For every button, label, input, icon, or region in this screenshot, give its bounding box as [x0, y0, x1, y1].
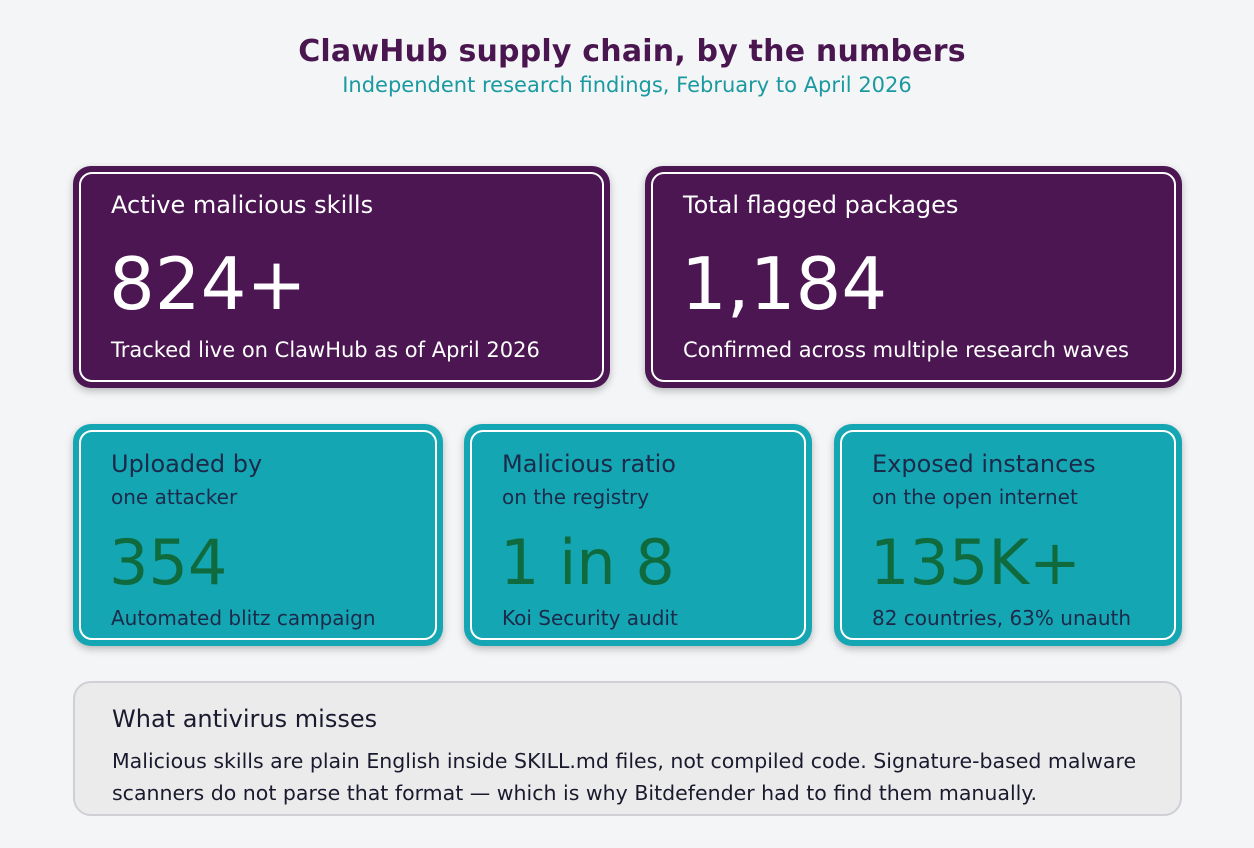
- stat-label: Uploaded by: [111, 450, 263, 478]
- stat-value: 135K+: [870, 526, 1081, 599]
- stat-note: Confirmed across multiple research waves: [683, 338, 1129, 362]
- stat-label: Total flagged packages: [683, 191, 959, 219]
- stat-card-malicious-skills: Active malicious skills 824+ Tracked liv…: [73, 166, 610, 388]
- stat-value: 1 in 8: [500, 526, 675, 599]
- stat-value: 1,184: [681, 242, 888, 326]
- stat-note: 82 countries, 63% unauth: [872, 606, 1132, 630]
- stat-sublabel: one attacker: [111, 485, 238, 509]
- page-title: ClawHub supply chain, by the numbers: [298, 34, 966, 69]
- stat-card-uploaded-by: Uploaded by one attacker 354 Automated b…: [73, 424, 443, 646]
- callout-body: Malicious skills are plain English insid…: [112, 749, 1137, 805]
- stat-note: Koi Security audit: [502, 606, 678, 630]
- stat-card-malicious-ratio: Malicious ratio on the registry 1 in 8 K…: [464, 424, 812, 646]
- stat-label: Exposed instances: [872, 450, 1096, 478]
- page-subtitle: Independent research findings, February …: [342, 73, 912, 97]
- stat-sublabel: on the open internet: [872, 485, 1078, 509]
- stat-label: Active malicious skills: [111, 191, 374, 219]
- stat-note: Automated blitz campaign: [111, 606, 376, 630]
- stat-card-flagged-packages: Total flagged packages 1,184 Confirmed a…: [645, 166, 1182, 388]
- stat-card-exposed-instances: Exposed instances on the open internet 1…: [834, 424, 1182, 646]
- antivirus-callout: What antivirus misses Malicious skills a…: [73, 681, 1182, 816]
- stat-sublabel: on the registry: [502, 485, 650, 509]
- callout-heading: What antivirus misses: [112, 705, 378, 733]
- stat-label: Malicious ratio: [502, 450, 676, 478]
- stat-value: 824+: [109, 242, 307, 326]
- stat-value: 354: [109, 526, 228, 599]
- stat-note: Tracked live on ClawHub as of April 2026: [111, 338, 540, 362]
